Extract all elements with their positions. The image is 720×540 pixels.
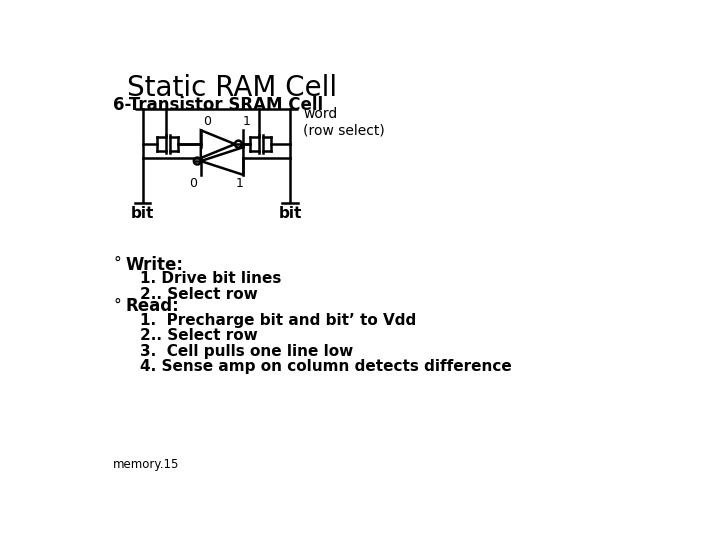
Text: 1: 1 [243,115,251,128]
Text: word
(row select): word (row select) [303,107,385,137]
Text: 4. Sense amp on column detects difference: 4. Sense amp on column detects differenc… [140,359,512,374]
Text: 6-Transistor SRAM Cell: 6-Transistor SRAM Cell [113,96,323,113]
Text: Static RAM Cell: Static RAM Cell [127,74,338,102]
Text: °: ° [113,256,121,271]
Text: 0: 0 [203,115,211,128]
Text: memory.15: memory.15 [113,458,179,471]
Text: bit: bit [131,206,154,221]
Text: 1: 1 [235,177,243,190]
Text: 3.  Cell pulls one line low: 3. Cell pulls one line low [140,343,354,359]
Text: Write:: Write: [126,256,184,274]
Text: 0: 0 [189,177,197,190]
Text: 2.. Select row: 2.. Select row [140,287,258,301]
Text: °: ° [113,298,121,312]
Text: Read:: Read: [126,298,179,315]
Text: 1. Drive bit lines: 1. Drive bit lines [140,271,282,286]
Text: bit: bit [278,206,302,221]
Text: 1.  Precharge bit and bit’ to Vdd: 1. Precharge bit and bit’ to Vdd [140,313,417,328]
Text: 2.. Select row: 2.. Select row [140,328,258,343]
